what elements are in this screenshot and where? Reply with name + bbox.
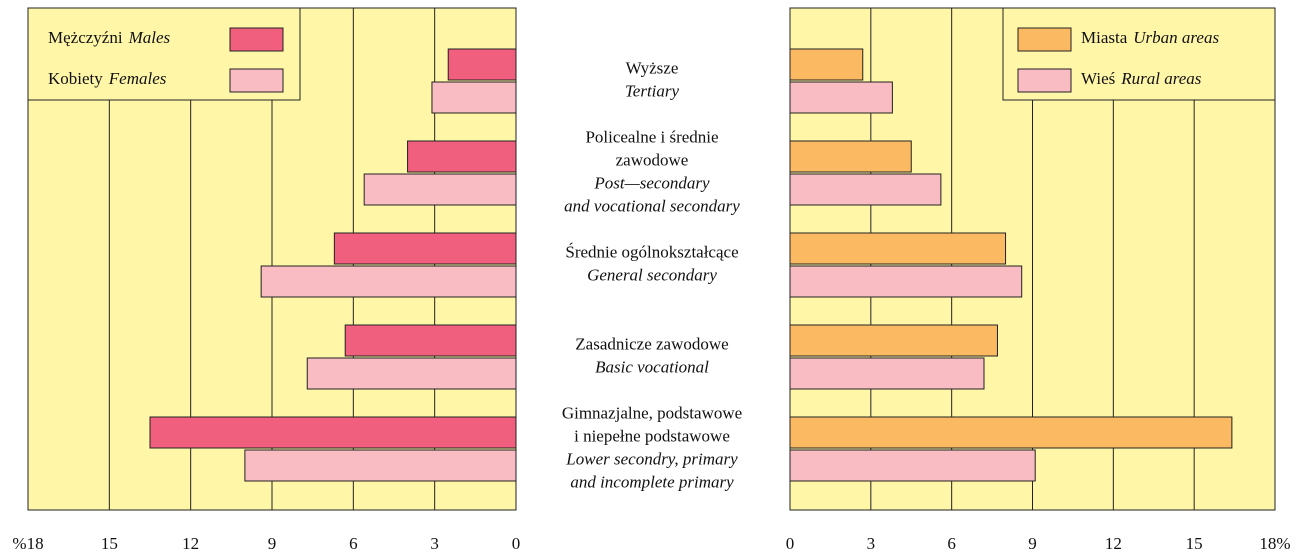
legend-label: Wieś Rural areas [1081,69,1202,88]
bar [363,173,517,206]
legend-name-en: Males [128,28,171,47]
category-label: Tertiary [625,81,680,100]
category-label: General secondary [587,265,717,284]
legend-label: Kobiety Females [48,69,167,88]
category-label: Policealne i średnie [585,127,718,146]
category-label: Gimnazjalne, podstawowe [562,403,742,422]
x-tick-label: 12 [182,534,199,553]
category-label: Zasadnicze zawodowe [575,334,728,353]
bar [789,357,985,390]
legend-name-en: Urban areas [1133,28,1219,47]
bar [789,81,893,114]
x-tick-label: %18 [12,534,43,553]
category-label: Średnie ogólnokształcące [565,242,738,261]
bar [789,449,1036,482]
bar [431,81,517,114]
x-tick-label: 6 [947,534,956,553]
bar [306,357,517,390]
legend-swatch [1017,27,1072,52]
x-tick-label: 0 [512,534,521,553]
legend-label: Mężczyźni Males [48,28,171,47]
category-label: Post—secondary [593,173,710,192]
legend-name: Kobiety [48,69,103,88]
legend-swatch [1017,68,1072,93]
bar [149,416,517,449]
bar [447,48,517,81]
legend-name: Miasta [1081,28,1128,47]
bar [407,140,517,173]
bar [789,48,864,81]
bar [244,449,517,482]
bar [789,416,1233,449]
category-label: i niepełne podstawowe [574,426,730,445]
legend-name-en: Females [108,69,167,88]
category-label: zawodowe [616,150,689,169]
x-tick-label: 9 [1028,534,1037,553]
legend-name-en: Rural areas [1120,69,1202,88]
legend-name: Mężczyźni [48,28,123,47]
bar [789,140,912,173]
category-label: and incomplete primary [570,472,734,491]
legend-label: Miasta Urban areas [1081,28,1219,47]
category-label: Lower secondry, primary [565,449,738,468]
bar [344,324,517,357]
legend-swatch [229,68,284,93]
x-tick-label: 3 [430,534,439,553]
x-tick-label: 9 [268,534,277,553]
x-tick-label: 6 [349,534,358,553]
legend-swatch [229,27,284,52]
bar [333,232,517,265]
legend-name: Wieś [1081,69,1115,88]
x-tick-label: 12 [1105,534,1122,553]
bar [789,324,998,357]
x-tick-label: 3 [867,534,876,553]
category-label: Wyższe [626,58,679,77]
category-label: and vocational secondary [564,196,740,215]
bar [789,173,942,206]
x-tick-label: 15 [101,534,118,553]
x-tick-label: 0 [786,534,795,553]
bar [789,232,1007,265]
bar [789,265,1023,298]
bar [260,265,517,298]
x-tick-label: 15 [1186,534,1203,553]
category-label: Basic vocational [595,357,709,376]
x-tick-label: 18% [1259,534,1290,553]
